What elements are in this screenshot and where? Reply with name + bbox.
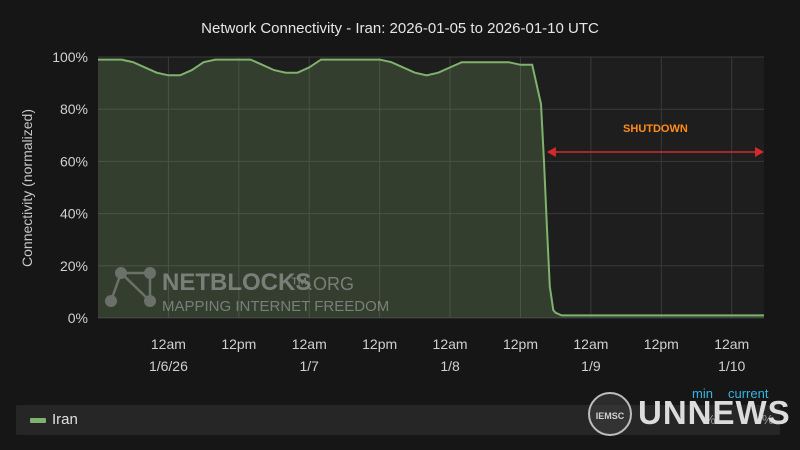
chart-series bbox=[98, 58, 764, 318]
y-tick-label: 80% bbox=[60, 101, 88, 117]
y-tick-label: 100% bbox=[52, 49, 88, 65]
legend-min-header[interactable]: min bbox=[692, 386, 713, 401]
un-news-wordmark: UNNEWS bbox=[638, 394, 791, 431]
netblocks-name: NETBLOCKS bbox=[162, 269, 311, 296]
x-axis-ticks: 12am 1/6/26 12pm 12am 1/7 12pm 12am 1/8 12pm 12am… bbox=[149, 336, 749, 374]
x-tick-date-label: 1/6/26 bbox=[149, 358, 188, 374]
legend-current-header[interactable]: current bbox=[728, 386, 769, 401]
shutdown-arrow-left bbox=[546, 146, 556, 157]
plot-area bbox=[98, 57, 764, 318]
y-tick-label: 20% bbox=[60, 258, 88, 274]
un-emblem-icon: IEMSC bbox=[588, 392, 632, 436]
y-tick-label: 0% bbox=[68, 310, 88, 326]
x-tick-label: 12pm bbox=[644, 336, 679, 352]
x-tick-label: 12am bbox=[714, 336, 749, 352]
shutdown-label: SHUTDOWN bbox=[623, 123, 688, 135]
connectivity-chart: 0% 20% 40% 60% 80% 100% 12am 1/6/26 12pm 12am 1/7… bbox=[19, 49, 764, 374]
x-tick-label: 12am bbox=[151, 336, 186, 352]
legend-min-value: % bbox=[704, 412, 716, 427]
legend: Iran bbox=[16, 405, 780, 435]
shutdown-arrow-right bbox=[755, 146, 764, 157]
series-line-iran bbox=[98, 58, 764, 317]
legend-label-iran[interactable]: Iran bbox=[52, 411, 78, 428]
x-tick-date-label: 1/7 bbox=[300, 358, 320, 374]
netblocks-suffix: ™.ORG bbox=[290, 274, 354, 294]
legend-current-value: % bbox=[762, 412, 774, 427]
x-tick-date-label: 1/8 bbox=[440, 358, 460, 374]
x-tick-label: 12pm bbox=[503, 336, 538, 352]
x-tick-date-label: 1/9 bbox=[581, 358, 601, 374]
y-axis-ticks: 0% 20% 40% 60% 80% 100% bbox=[52, 49, 88, 326]
shutdown-annotation: SHUTDOWN bbox=[546, 123, 764, 157]
un-news-watermark: IEMSC UNNEWS bbox=[588, 390, 791, 438]
x-tick-label: 12pm bbox=[362, 336, 397, 352]
chart-grid bbox=[98, 56, 764, 319]
legend-swatch-iran bbox=[30, 418, 46, 423]
y-tick-label: 60% bbox=[60, 153, 88, 169]
y-tick-label: 40% bbox=[60, 206, 88, 222]
y-axis-label: Connectivity (normalized) bbox=[19, 109, 35, 267]
netblocks-watermark: NETBLOCKS ™.ORG MAPPING INTERNET FREEDOM bbox=[105, 267, 389, 315]
x-tick-label: 12am bbox=[433, 336, 468, 352]
chart-title: Network Connectivity - Iran: 2026-01-05 … bbox=[201, 20, 599, 37]
series-area-iran bbox=[98, 59, 764, 318]
x-tick-date-label: 1/10 bbox=[718, 358, 745, 374]
netblocks-tagline: MAPPING INTERNET FREEDOM bbox=[162, 298, 389, 315]
x-tick-label: 12am bbox=[292, 336, 327, 352]
x-tick-label: 12pm bbox=[221, 336, 256, 352]
x-tick-label: 12am bbox=[573, 336, 608, 352]
